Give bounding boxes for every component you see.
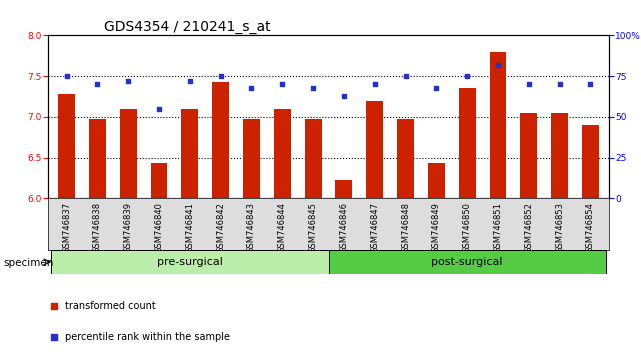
Bar (58, 94, 75, 198)
Text: GSM746847: GSM746847 (370, 202, 379, 253)
Bar (89, 119, 106, 198)
Text: percentile rank within the sample: percentile rank within the sample (65, 332, 230, 342)
Point (154, 106, 164, 112)
Bar (181, 109, 198, 198)
Text: transformed count: transformed count (65, 301, 156, 311)
Bar (120, 109, 137, 198)
Point (431, 85, 442, 90)
Point (277, 81, 287, 87)
Point (246, 85, 256, 90)
Point (401, 73, 411, 79)
Text: GSM746850: GSM746850 (463, 202, 472, 253)
Bar (520, 113, 537, 198)
Point (524, 81, 534, 87)
Bar (397, 119, 414, 198)
Point (339, 93, 349, 98)
Text: GSM746841: GSM746841 (185, 202, 194, 253)
Point (554, 81, 565, 87)
Text: GDS4354 / 210241_s_at: GDS4354 / 210241_s_at (104, 21, 271, 34)
Text: specimen: specimen (3, 258, 54, 268)
Text: GSM746848: GSM746848 (401, 202, 410, 253)
Bar (490, 52, 506, 198)
Bar (551, 113, 568, 198)
Point (185, 78, 195, 84)
Text: GSM746845: GSM746845 (308, 202, 317, 253)
Point (215, 73, 226, 79)
Bar (151, 163, 167, 198)
Point (123, 78, 133, 84)
Text: GSM746846: GSM746846 (340, 202, 349, 253)
Point (308, 85, 318, 90)
Point (585, 81, 595, 87)
Bar (335, 179, 353, 198)
Bar (328, 250, 606, 274)
Text: GSM746837: GSM746837 (62, 202, 71, 253)
Bar (212, 82, 229, 198)
Point (92, 81, 103, 87)
Bar (582, 125, 599, 198)
Point (462, 73, 472, 79)
Point (374, 163, 385, 169)
Text: GSM746849: GSM746849 (432, 202, 441, 253)
Point (493, 62, 503, 68)
Bar (428, 163, 445, 198)
Bar (51, 250, 328, 274)
Bar (366, 101, 383, 198)
Text: GSM746854: GSM746854 (586, 202, 595, 253)
Text: GSM746851: GSM746851 (494, 202, 503, 253)
Bar (304, 119, 322, 198)
Point (370, 81, 380, 87)
Text: GSM746839: GSM746839 (124, 202, 133, 253)
Text: GSM746852: GSM746852 (524, 202, 533, 253)
Text: post-surgical: post-surgical (431, 257, 503, 267)
Text: GSM746840: GSM746840 (154, 202, 163, 253)
Text: GSM746844: GSM746844 (278, 202, 287, 253)
Point (62, 73, 72, 79)
Text: GSM746838: GSM746838 (93, 202, 102, 253)
Text: GSM746842: GSM746842 (216, 202, 225, 253)
Text: pre-surgical: pre-surgical (157, 257, 223, 267)
Text: GSM746853: GSM746853 (555, 202, 564, 253)
Bar (459, 88, 476, 198)
Bar (243, 119, 260, 198)
Text: GSM746843: GSM746843 (247, 202, 256, 253)
Bar (274, 109, 291, 198)
